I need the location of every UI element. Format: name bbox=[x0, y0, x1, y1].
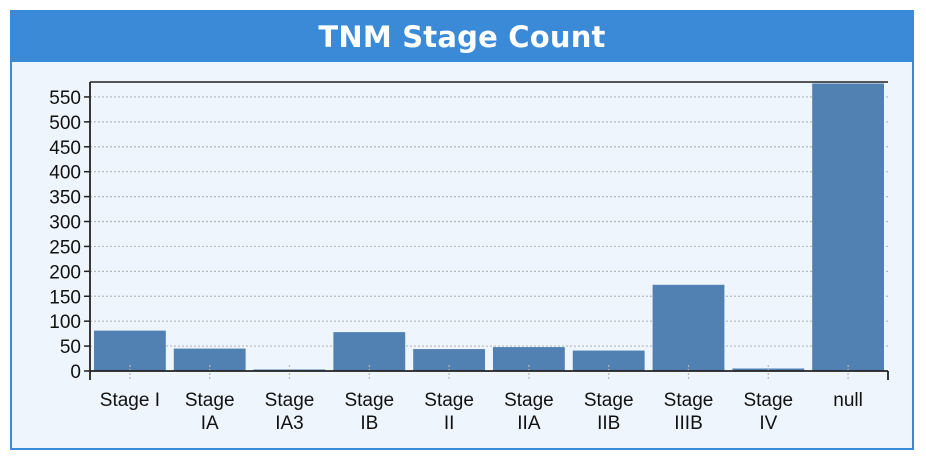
chart-title: TNM Stage Count bbox=[12, 12, 912, 62]
y-tick-label: 400 bbox=[49, 163, 81, 184]
bar bbox=[413, 349, 486, 371]
y-tick-label: 100 bbox=[49, 312, 81, 333]
y-tick-label: 500 bbox=[49, 113, 81, 134]
x-tick-label: Stage IIB bbox=[584, 390, 634, 434]
y-tick-label: 550 bbox=[49, 88, 81, 109]
x-tick-label: Stage I bbox=[100, 390, 160, 411]
y-tick-label: 0 bbox=[70, 362, 81, 383]
x-tick-label: Stage IIA bbox=[504, 390, 554, 434]
y-tick-label: 150 bbox=[49, 287, 81, 308]
x-tick-label: Stage IA bbox=[185, 390, 235, 434]
bar bbox=[173, 348, 246, 371]
bar bbox=[93, 330, 166, 371]
bar bbox=[812, 83, 885, 372]
bar bbox=[333, 332, 406, 371]
x-tick-label: null bbox=[833, 390, 863, 411]
y-tick-label: 350 bbox=[49, 188, 81, 209]
x-tick-label: Stage IIIB bbox=[664, 390, 714, 434]
y-tick-label: 200 bbox=[49, 262, 81, 283]
y-tick-label: 450 bbox=[49, 138, 81, 159]
x-tick-label: Stage IB bbox=[344, 390, 394, 434]
y-tick-label: 250 bbox=[49, 237, 81, 258]
x-tick-label: Stage IA3 bbox=[265, 390, 315, 434]
chart-panel: TNM Stage Count bbox=[10, 10, 914, 450]
bar bbox=[652, 284, 725, 371]
y-tick-label: 300 bbox=[49, 213, 81, 234]
x-tick-label: Stage IV bbox=[743, 390, 793, 434]
bar bbox=[492, 347, 565, 371]
y-tick-label: 50 bbox=[60, 337, 81, 358]
x-tick-label: Stage II bbox=[424, 390, 474, 434]
bar bbox=[572, 350, 645, 371]
